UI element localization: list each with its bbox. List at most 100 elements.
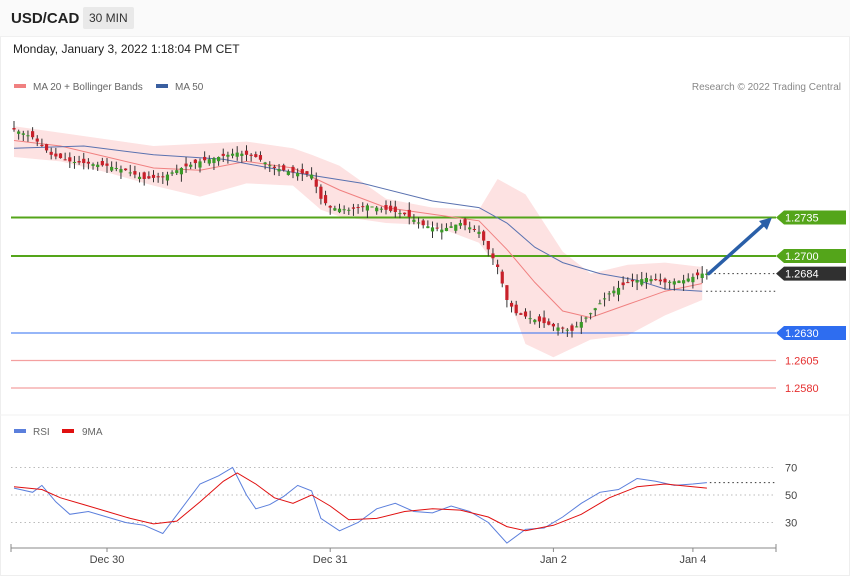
candle [342,205,346,215]
candle [49,147,53,160]
candle [607,291,611,302]
resistance-tag [776,249,846,263]
candle [435,222,439,232]
candle-body [323,195,328,204]
candle-body [677,280,681,283]
candle-body [496,264,500,267]
candle-body [342,209,346,211]
candle-body [319,186,323,199]
candle-body [523,311,528,317]
candle-body [156,176,160,178]
candle-body [221,153,225,156]
candle [26,130,30,142]
candle [63,152,67,161]
candle [212,156,216,170]
legend-label-ma50: MA 50 [175,82,204,93]
candle-body [621,282,625,286]
candle-body [54,153,58,157]
candle-body [640,279,644,285]
candle-body [310,174,314,179]
candle [351,203,356,216]
candle [602,292,607,307]
candle [491,248,495,265]
candle-body [272,166,276,168]
candle [291,165,295,179]
candle [305,170,309,177]
candle-body [198,161,202,168]
rsi-tick-label: 70 [785,463,797,475]
candle [403,212,407,216]
support-resistance-levels [11,216,776,389]
candle [44,143,49,153]
candle-body [305,171,309,175]
candle [412,214,416,225]
candle-body [407,209,411,217]
candle-body [551,323,555,327]
candle-body [509,302,514,307]
candle [365,203,369,219]
candle-body [403,212,407,215]
ma50-line [13,145,703,292]
candle-body [477,231,481,234]
candle [542,310,546,328]
candle [640,271,644,287]
candle-body [170,172,174,174]
candle [100,157,104,167]
candle [68,152,72,168]
candle [695,269,700,280]
candle [589,312,593,320]
candle [486,240,490,257]
candle [35,135,39,147]
candle-body [598,303,602,305]
timeframe-badge[interactable]: 30 MIN [83,7,134,29]
candle-body [663,278,667,283]
candle-body [351,207,356,209]
candle-body [435,227,439,229]
legend-swatch-ma20 [14,84,26,88]
candle [547,318,551,326]
legend-swatch-9ma [62,429,74,433]
candle-body [519,313,523,315]
candle-body [235,152,239,157]
pivot-label: 1.2630 [785,328,819,340]
candle [258,151,263,162]
candle-body [258,155,263,160]
candle [561,326,565,334]
candle [458,219,462,229]
candle [551,322,555,332]
legend-label-ma20: MA 20 + Bollinger Bands [33,82,143,93]
candle-body [654,279,658,281]
candle [217,156,221,166]
candle-body [426,226,430,229]
candle [426,220,430,229]
candle [221,148,225,162]
candle [463,217,467,231]
candle-body [240,153,244,156]
candle-body [268,165,272,167]
candle [556,323,560,336]
candle-body [296,172,300,177]
candle [151,170,156,183]
candle [133,165,137,179]
candle [86,158,90,170]
candle [300,163,304,182]
candle-body [491,253,495,259]
candle-body [626,282,630,284]
candle-body [49,151,53,155]
candle-body [672,281,676,285]
candle [361,202,365,212]
candle-body [230,153,235,156]
candle [626,277,630,284]
support-label: 1.2580 [785,383,819,395]
candle-body [68,157,72,162]
candle [319,184,323,205]
candle [635,274,639,291]
candle-body [212,158,216,164]
candle-body [486,241,490,250]
x-tick-label: Jan 4 [679,554,706,566]
candle [533,318,537,325]
level-labels: 1.2735 1.2700 1.2684 1.2630 1.2605 1.2580 [776,210,846,395]
forecast-arrow [707,217,772,276]
candle [375,206,379,215]
candle-body [347,209,351,211]
